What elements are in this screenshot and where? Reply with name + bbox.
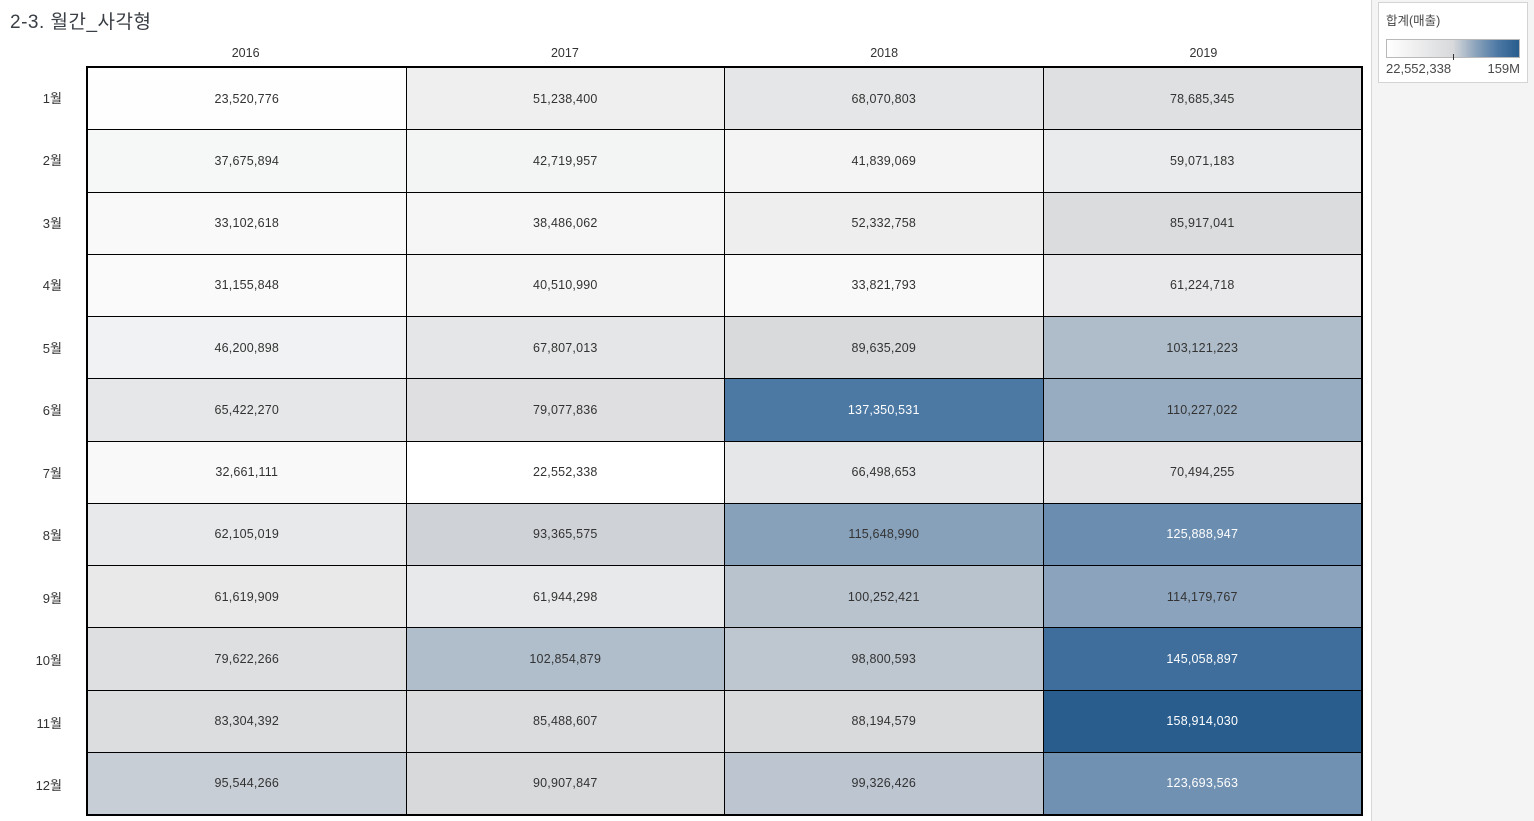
- heatmap-cell[interactable]: 46,200,898: [88, 317, 406, 379]
- heatmap-cell[interactable]: 100,252,421: [725, 566, 1043, 628]
- heatmap-cell[interactable]: 41,839,069: [725, 130, 1043, 192]
- heatmap-cell[interactable]: 33,821,793: [725, 254, 1043, 316]
- month-header[interactable]: 7월: [42, 465, 62, 481]
- month-header[interactable]: 12월: [35, 778, 62, 794]
- heatmap-cell[interactable]: 137,350,531: [725, 379, 1043, 441]
- heatmap-cell[interactable]: 110,227,022: [1043, 379, 1361, 441]
- heatmap-cell[interactable]: 79,077,836: [406, 379, 724, 441]
- heatmap-cell[interactable]: 89,635,209: [725, 317, 1043, 379]
- heatmap-cell[interactable]: 32,661,111: [88, 441, 406, 503]
- heatmap-cell[interactable]: 98,800,593: [725, 628, 1043, 690]
- heatmap-cell[interactable]: 40,510,990: [406, 254, 724, 316]
- heatmap-cell[interactable]: 59,071,183: [1043, 130, 1361, 192]
- month-header[interactable]: 11월: [36, 715, 62, 731]
- year-header-2017[interactable]: 2017: [550, 46, 579, 60]
- heatmap-cell[interactable]: 145,058,897: [1043, 628, 1361, 690]
- year-header-2018[interactable]: 2018: [870, 46, 899, 60]
- heatmap-cell[interactable]: 99,326,426: [725, 752, 1043, 814]
- legend-title: 합계(매출): [1386, 14, 1441, 28]
- heatmap-cell[interactable]: 123,693,563: [1043, 752, 1361, 814]
- heatmap-cell[interactable]: 61,944,298: [406, 566, 724, 628]
- page-title: 2-3. 월간_사각형: [10, 12, 152, 33]
- heatmap-cell[interactable]: 68,070,803: [725, 68, 1043, 130]
- heatmap-cell[interactable]: 51,238,400: [406, 68, 724, 130]
- month-header[interactable]: 2월: [42, 153, 62, 169]
- heatmap-cell[interactable]: 65,422,270: [88, 379, 406, 441]
- heatmap-cell[interactable]: 23,520,776: [88, 68, 406, 130]
- heatmap-cell[interactable]: 79,622,266: [88, 628, 406, 690]
- color-legend[interactable]: 합계(매출) 22,552,338 159M: [1378, 2, 1528, 83]
- heatmap-cell[interactable]: 22,552,338: [406, 441, 724, 503]
- month-header[interactable]: 10월: [35, 653, 62, 669]
- heatmap-cell[interactable]: 33,102,618: [88, 192, 406, 254]
- legend-tick: [1453, 54, 1454, 60]
- month-row-headers: 1월 2월 3월 4월 5월 6월 7월 8월 9월 10월 11월 12월: [0, 66, 86, 816]
- month-header[interactable]: 9월: [42, 590, 62, 606]
- month-header[interactable]: 4월: [42, 278, 62, 294]
- heatmap-cell[interactable]: 38,486,062: [406, 192, 724, 254]
- heatmap-cell[interactable]: 93,365,575: [406, 503, 724, 565]
- heatmap-cell[interactable]: 103,121,223: [1043, 317, 1361, 379]
- heatmap-cell[interactable]: 61,619,909: [88, 566, 406, 628]
- heatmap-cell[interactable]: 115,648,990: [725, 503, 1043, 565]
- month-header[interactable]: 8월: [42, 528, 62, 544]
- year-column-headers: 2016 2017 2018 2019: [86, 43, 1363, 64]
- month-header[interactable]: 5월: [42, 340, 62, 356]
- heatmap-cell[interactable]: 42,719,957: [406, 130, 724, 192]
- heatmap-cell[interactable]: 90,907,847: [406, 752, 724, 814]
- heatmap-cell[interactable]: 95,544,266: [88, 752, 406, 814]
- heatmap-cell[interactable]: 67,807,013: [406, 317, 724, 379]
- heatmap-cell[interactable]: 158,914,030: [1043, 690, 1361, 752]
- legend-max-label: 159M: [1487, 61, 1520, 76]
- heatmap-cell[interactable]: 85,917,041: [1043, 192, 1361, 254]
- heatmap-cell[interactable]: 62,105,019: [88, 503, 406, 565]
- heatmap-cell[interactable]: 125,888,947: [1043, 503, 1361, 565]
- year-header-2019[interactable]: 2019: [1189, 46, 1218, 60]
- heatmap-cell[interactable]: 102,854,879: [406, 628, 724, 690]
- heatmap-cell[interactable]: 78,685,345: [1043, 68, 1361, 130]
- legend-min-label: 22,552,338: [1386, 61, 1452, 76]
- month-header[interactable]: 3월: [42, 215, 62, 231]
- heatmap-cell[interactable]: 52,332,758: [725, 192, 1043, 254]
- heatmap-cell[interactable]: 83,304,392: [88, 690, 406, 752]
- heatmap-cell[interactable]: 85,488,607: [406, 690, 724, 752]
- heatmap-cell[interactable]: 114,179,767: [1043, 566, 1361, 628]
- heatmap-cell[interactable]: 37,675,894: [88, 130, 406, 192]
- highlight-table: 23,520,776 51,238,400 68,070,803 78,685,345…: [86, 66, 1363, 816]
- month-header[interactable]: 1월: [42, 90, 62, 106]
- heatmap-cell[interactable]: 66,498,653: [725, 441, 1043, 503]
- heatmap-cell[interactable]: 31,155,848: [88, 254, 406, 316]
- legend-labels: 22,552,338 159M: [1386, 61, 1520, 76]
- legend-gradient-bar: [1386, 39, 1520, 60]
- month-header[interactable]: 6월: [42, 403, 62, 419]
- heatmap-cell[interactable]: 61,224,718: [1043, 254, 1361, 316]
- year-header-2016[interactable]: 2016: [231, 46, 260, 60]
- heatmap-cell[interactable]: 88,194,579: [725, 690, 1043, 752]
- heatmap-cell[interactable]: 70,494,255: [1043, 441, 1361, 503]
- legend-pane: 합계(매출) 22,552,338 159M: [1371, 0, 1534, 821]
